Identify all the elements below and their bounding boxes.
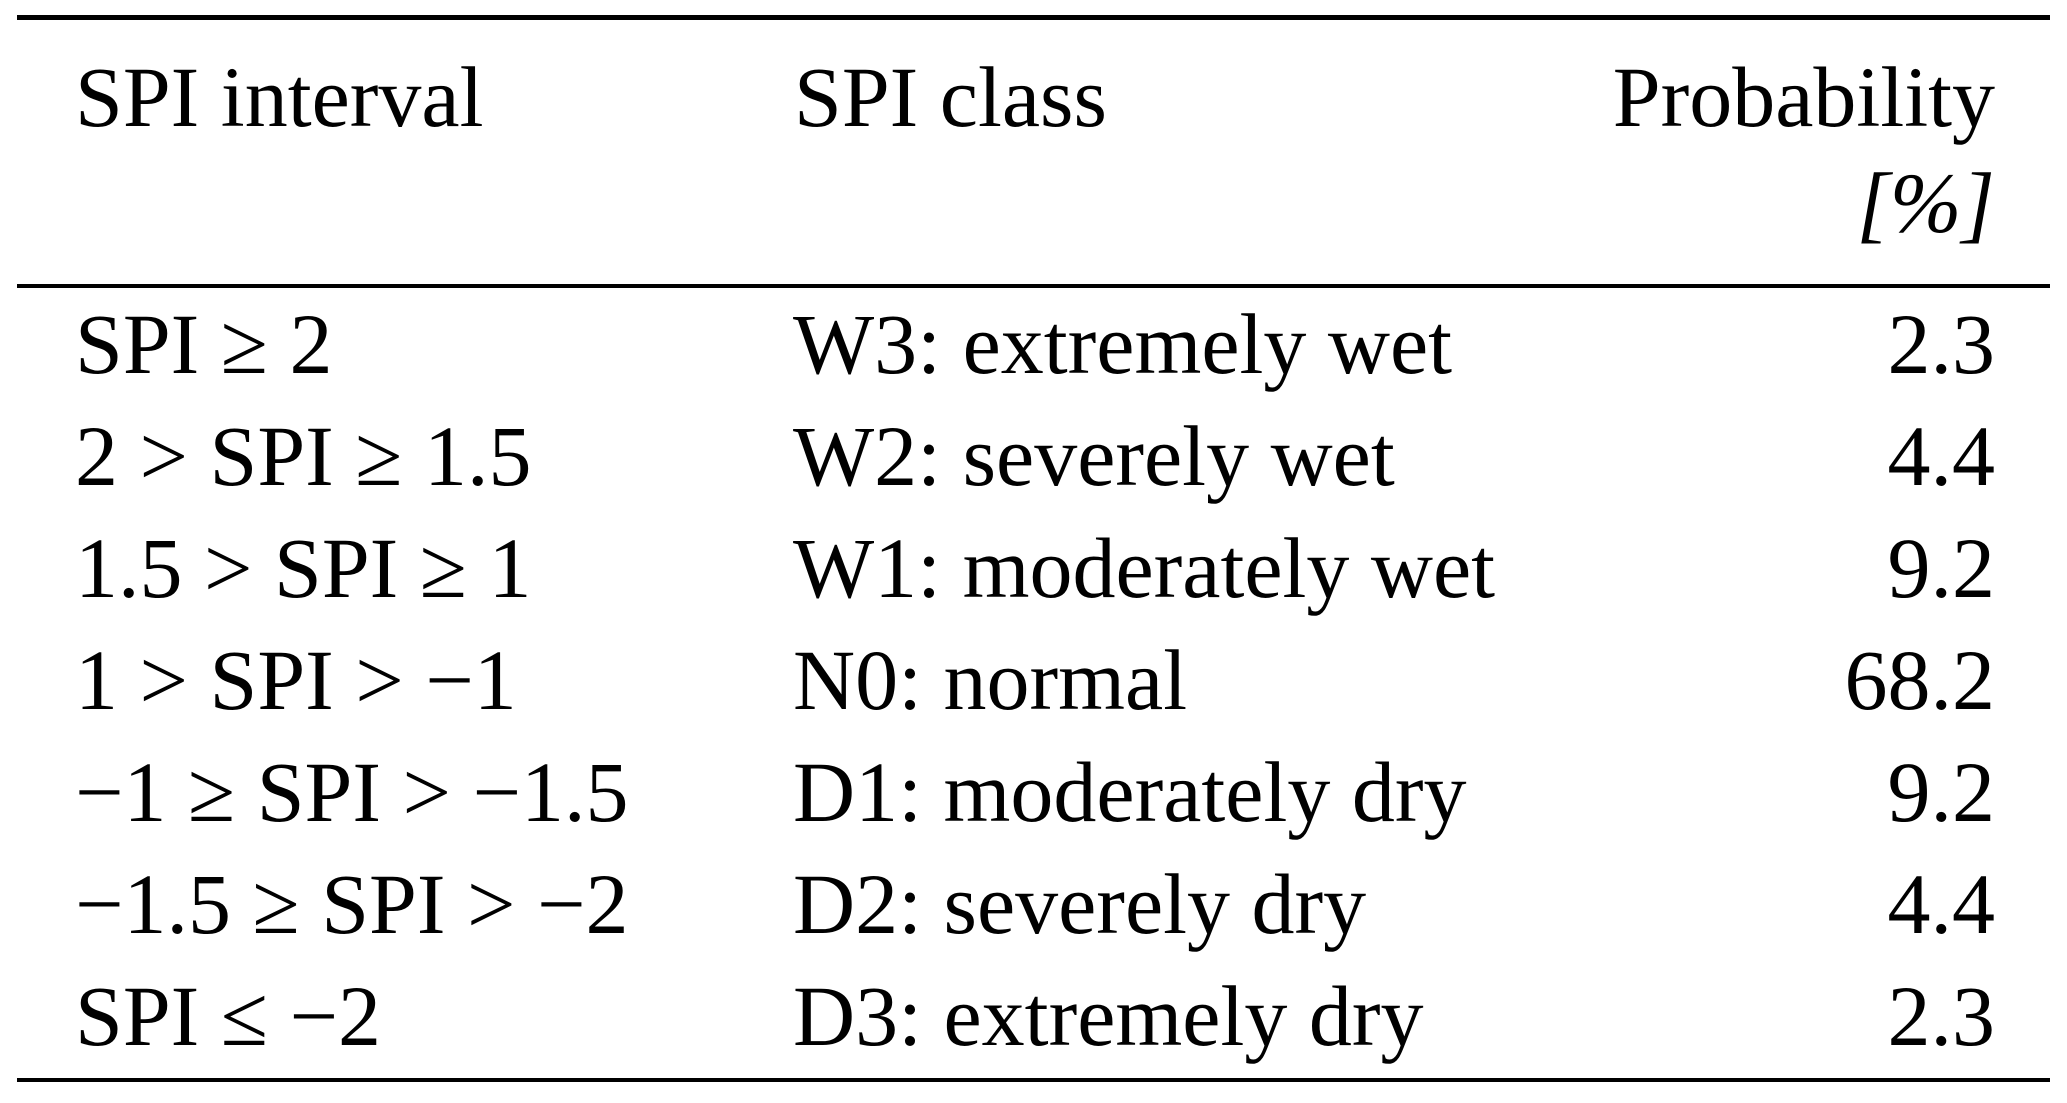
header-spi-class: SPI class — [793, 17, 1493, 288]
cell-spi-interval: SPI ≥ 2 — [75, 296, 333, 392]
table-row: −1 ≥ SPI > −1.5 D1: moderately dry 9.2 — [17, 736, 2050, 848]
table-body: SPI ≥ 2 W3: extremely wet 2.3 2 > SPI ≥ … — [17, 286, 2050, 1080]
cell-probability: 2.3 — [1887, 296, 1996, 392]
cell-probability: 4.4 — [1887, 856, 1996, 952]
cell-probability: 68.2 — [1844, 632, 1996, 728]
cell-probability: 2.3 — [1887, 968, 1996, 1064]
cell-probability: 4.4 — [1887, 408, 1996, 504]
table-row: SPI ≤ −2 D3: extremely dry 2.3 — [17, 960, 2050, 1080]
cell-spi-interval: 1.5 > SPI ≥ 1 — [75, 520, 532, 616]
cell-probability: 9.2 — [1887, 744, 1996, 840]
header-row: SPI interval SPI class Probability [%] — [17, 17, 2050, 288]
cell-spi-class: N0: normal — [793, 632, 1188, 728]
table-header: SPI interval SPI class Probability [%] — [17, 17, 2050, 288]
table-row: 2 > SPI ≥ 1.5 W2: severely wet 4.4 — [17, 400, 2050, 512]
spi-classification-table: SPI interval SPI class Probability [%] S… — [17, 15, 2050, 1082]
table-row: SPI ≥ 2 W3: extremely wet 2.3 — [17, 286, 2050, 400]
cell-spi-interval: −1 ≥ SPI > −1.5 — [75, 744, 629, 840]
cell-spi-interval: 1 > SPI > −1 — [75, 632, 517, 728]
cell-spi-class: W3: extremely wet — [793, 296, 1453, 392]
cell-spi-interval: 2 > SPI ≥ 1.5 — [75, 408, 532, 504]
header-probability: Probability [%] — [1493, 17, 2050, 288]
cell-spi-class: D1: moderately dry — [793, 744, 1467, 840]
cell-probability: 9.2 — [1887, 520, 1996, 616]
cell-spi-interval: SPI ≤ −2 — [75, 968, 381, 1064]
header-spi-interval: SPI interval — [17, 17, 793, 288]
table-row: 1.5 > SPI ≥ 1 W1: moderately wet 9.2 — [17, 512, 2050, 624]
cell-spi-interval: −1.5 ≥ SPI > −2 — [75, 856, 629, 952]
cell-spi-class: D2: severely dry — [793, 856, 1367, 952]
header-probability-unit: [%] — [1856, 155, 1995, 251]
table-row: −1.5 ≥ SPI > −2 D2: severely dry 4.4 — [17, 848, 2050, 960]
header-probability-label: Probability — [1612, 49, 1995, 145]
cell-spi-class: W1: moderately wet — [793, 520, 1496, 616]
cell-spi-class: W2: severely wet — [793, 408, 1395, 504]
table-row: 1 > SPI > −1 N0: normal 68.2 — [17, 624, 2050, 736]
cell-spi-class: D3: extremely dry — [793, 968, 1424, 1064]
